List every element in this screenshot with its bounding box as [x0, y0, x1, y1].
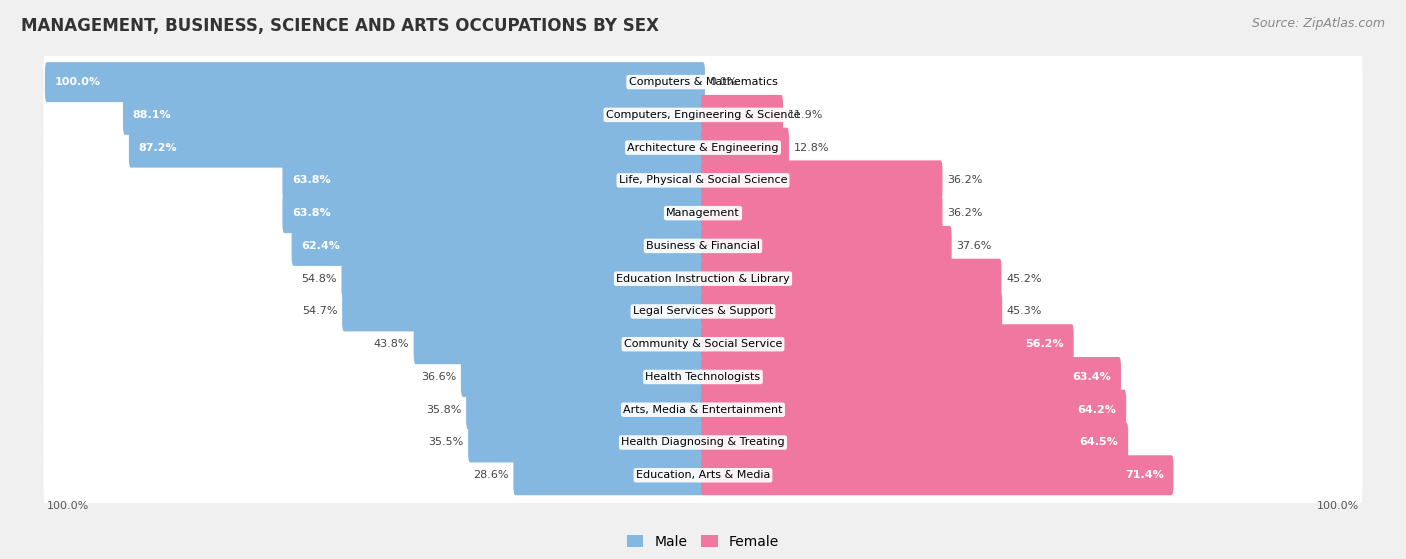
Text: Education, Arts & Media: Education, Arts & Media — [636, 470, 770, 480]
Text: 0.0%: 0.0% — [710, 77, 738, 87]
FancyBboxPatch shape — [283, 160, 704, 200]
Text: 43.8%: 43.8% — [374, 339, 409, 349]
Text: 35.5%: 35.5% — [429, 438, 464, 448]
FancyBboxPatch shape — [702, 291, 1002, 331]
FancyBboxPatch shape — [461, 357, 704, 397]
Text: Business & Financial: Business & Financial — [645, 241, 761, 251]
Text: 64.5%: 64.5% — [1080, 438, 1118, 448]
Text: 63.8%: 63.8% — [292, 208, 330, 218]
FancyBboxPatch shape — [513, 455, 704, 495]
Text: Architecture & Engineering: Architecture & Engineering — [627, 143, 779, 153]
FancyBboxPatch shape — [44, 182, 1362, 245]
Text: 36.2%: 36.2% — [948, 208, 983, 218]
Text: MANAGEMENT, BUSINESS, SCIENCE AND ARTS OCCUPATIONS BY SEX: MANAGEMENT, BUSINESS, SCIENCE AND ARTS O… — [21, 17, 659, 35]
Text: Computers, Engineering & Science: Computers, Engineering & Science — [606, 110, 800, 120]
Text: 63.8%: 63.8% — [292, 176, 330, 186]
Text: 64.2%: 64.2% — [1077, 405, 1116, 415]
FancyBboxPatch shape — [45, 62, 704, 102]
FancyBboxPatch shape — [342, 291, 704, 331]
FancyBboxPatch shape — [44, 51, 1362, 113]
Text: Health Diagnosing & Treating: Health Diagnosing & Treating — [621, 438, 785, 448]
FancyBboxPatch shape — [44, 411, 1362, 474]
FancyBboxPatch shape — [44, 215, 1362, 277]
Text: 35.8%: 35.8% — [426, 405, 461, 415]
Text: 11.9%: 11.9% — [787, 110, 823, 120]
Text: Health Technologists: Health Technologists — [645, 372, 761, 382]
Text: 56.2%: 56.2% — [1025, 339, 1064, 349]
FancyBboxPatch shape — [44, 444, 1362, 506]
FancyBboxPatch shape — [44, 116, 1362, 179]
FancyBboxPatch shape — [467, 390, 704, 430]
Text: Education Instruction & Library: Education Instruction & Library — [616, 274, 790, 283]
FancyBboxPatch shape — [44, 378, 1362, 441]
Text: Legal Services & Support: Legal Services & Support — [633, 306, 773, 316]
FancyBboxPatch shape — [702, 324, 1074, 364]
Text: 100.0%: 100.0% — [55, 77, 101, 87]
FancyBboxPatch shape — [342, 259, 704, 299]
Text: 36.6%: 36.6% — [420, 372, 457, 382]
FancyBboxPatch shape — [122, 95, 704, 135]
Text: 100.0%: 100.0% — [46, 501, 89, 511]
FancyBboxPatch shape — [702, 127, 789, 168]
FancyBboxPatch shape — [291, 226, 704, 266]
FancyBboxPatch shape — [702, 259, 1001, 299]
Text: Management: Management — [666, 208, 740, 218]
Text: 54.7%: 54.7% — [302, 306, 337, 316]
Text: Community & Social Service: Community & Social Service — [624, 339, 782, 349]
Legend: Male, Female: Male, Female — [621, 529, 785, 555]
FancyBboxPatch shape — [44, 83, 1362, 146]
FancyBboxPatch shape — [468, 423, 704, 462]
FancyBboxPatch shape — [702, 390, 1126, 430]
Text: 36.2%: 36.2% — [948, 176, 983, 186]
Text: 28.6%: 28.6% — [474, 470, 509, 480]
FancyBboxPatch shape — [702, 455, 1174, 495]
FancyBboxPatch shape — [44, 345, 1362, 409]
FancyBboxPatch shape — [283, 193, 704, 233]
Text: Arts, Media & Entertainment: Arts, Media & Entertainment — [623, 405, 783, 415]
FancyBboxPatch shape — [44, 149, 1362, 212]
Text: 87.2%: 87.2% — [139, 143, 177, 153]
FancyBboxPatch shape — [413, 324, 704, 364]
FancyBboxPatch shape — [702, 95, 783, 135]
FancyBboxPatch shape — [44, 312, 1362, 376]
Text: Computers & Mathematics: Computers & Mathematics — [628, 77, 778, 87]
Text: 54.8%: 54.8% — [301, 274, 337, 283]
Text: 62.4%: 62.4% — [301, 241, 340, 251]
Text: Source: ZipAtlas.com: Source: ZipAtlas.com — [1251, 17, 1385, 30]
FancyBboxPatch shape — [702, 160, 942, 200]
Text: 100.0%: 100.0% — [1317, 501, 1360, 511]
FancyBboxPatch shape — [44, 247, 1362, 310]
Text: 45.2%: 45.2% — [1007, 274, 1042, 283]
FancyBboxPatch shape — [129, 127, 704, 168]
Text: 12.8%: 12.8% — [793, 143, 830, 153]
Text: 63.4%: 63.4% — [1073, 372, 1111, 382]
Text: 37.6%: 37.6% — [956, 241, 991, 251]
FancyBboxPatch shape — [702, 193, 942, 233]
FancyBboxPatch shape — [44, 280, 1362, 343]
Text: Life, Physical & Social Science: Life, Physical & Social Science — [619, 176, 787, 186]
Text: 71.4%: 71.4% — [1125, 470, 1164, 480]
FancyBboxPatch shape — [702, 226, 952, 266]
Text: 88.1%: 88.1% — [132, 110, 172, 120]
FancyBboxPatch shape — [702, 423, 1128, 462]
FancyBboxPatch shape — [702, 357, 1121, 397]
Text: 45.3%: 45.3% — [1007, 306, 1042, 316]
